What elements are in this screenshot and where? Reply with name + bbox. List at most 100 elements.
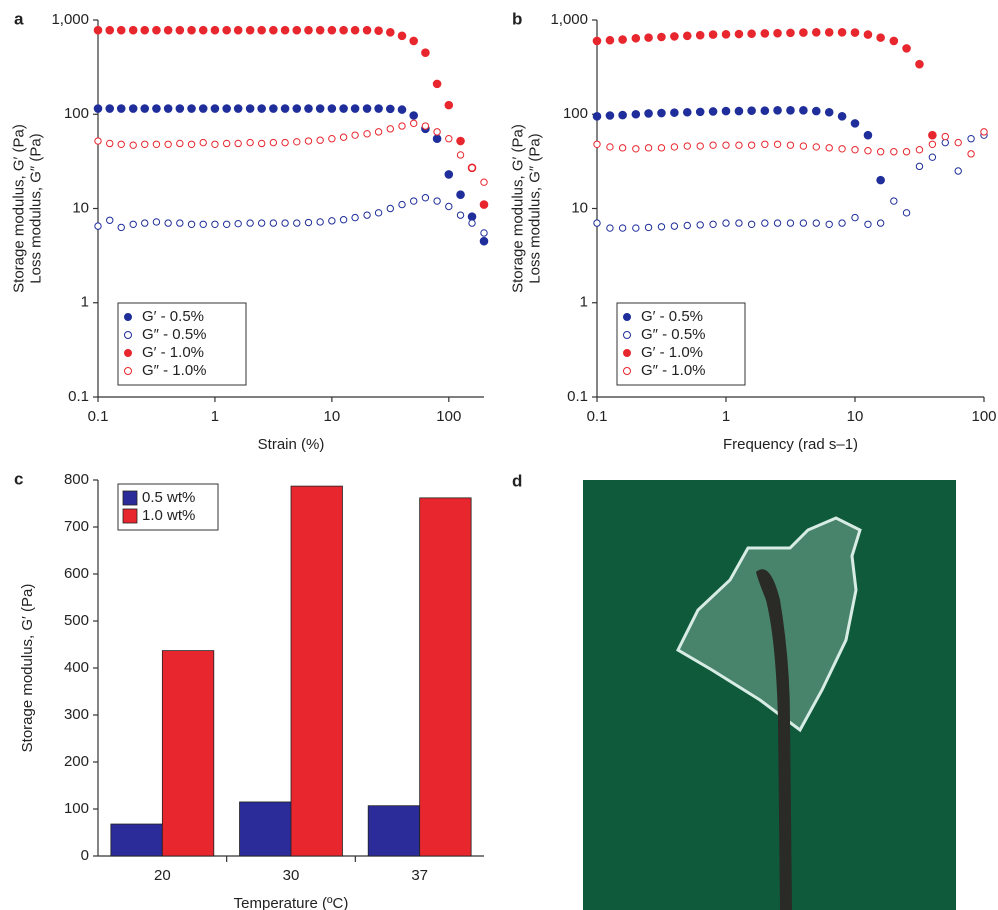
data-point	[187, 220, 196, 228]
legend-label: G′ - 0.5%	[142, 308, 204, 325]
data-point	[593, 140, 601, 148]
data-point	[304, 137, 313, 145]
legend-label: G″ - 1.0%	[142, 362, 207, 379]
data-point	[709, 141, 717, 149]
data-point	[304, 104, 313, 113]
data-point	[234, 139, 242, 148]
data-point	[339, 216, 348, 224]
data-point	[175, 25, 185, 35]
data-point	[644, 109, 653, 118]
x-axis-label: Temperature (ºC)	[234, 895, 349, 910]
legend-box	[117, 302, 247, 386]
data-point	[351, 131, 359, 139]
legend-label: G′ - 0.5%	[641, 308, 703, 325]
data-point	[198, 104, 208, 113]
data-point	[385, 28, 395, 37]
data-point	[339, 25, 348, 35]
data-point	[773, 140, 782, 148]
y-tick-label: 200	[64, 753, 89, 770]
data-point	[811, 28, 821, 37]
data-point	[327, 104, 337, 113]
data-point	[915, 162, 924, 171]
data-point	[432, 134, 442, 144]
data-point	[117, 140, 125, 148]
data-point	[479, 236, 489, 246]
data-point	[851, 146, 859, 154]
data-point	[433, 128, 441, 136]
data-point	[695, 107, 705, 117]
legend-marker	[623, 331, 631, 339]
data-point	[187, 140, 196, 148]
data-point	[864, 220, 872, 228]
data-point	[890, 148, 898, 156]
data-point	[863, 30, 873, 39]
bar	[110, 823, 163, 857]
data-point	[444, 100, 454, 110]
data-point	[269, 25, 278, 35]
data-point	[799, 28, 808, 37]
chart: b 0.1 1 10 100 1,000 Storage modulus, G′ (Pa) L…	[509, 9, 996, 452]
data-point	[328, 135, 336, 143]
legend-marker	[122, 490, 138, 506]
data-point	[721, 106, 731, 116]
data-point	[786, 141, 795, 149]
data-point	[269, 219, 278, 227]
data-point	[670, 32, 679, 41]
bar	[161, 650, 215, 857]
x-tick-label: 0.1	[88, 408, 109, 425]
x-tick-label: 37	[411, 867, 428, 884]
y-tick-label: 100	[64, 105, 89, 122]
data-point	[233, 104, 243, 113]
data-point	[187, 25, 196, 35]
data-point	[152, 104, 161, 113]
data-point	[315, 104, 325, 113]
data-point	[631, 33, 641, 43]
data-point	[618, 144, 627, 152]
data-point	[890, 197, 898, 205]
y-tick-label: 0	[81, 847, 89, 864]
data-point	[747, 220, 756, 228]
data-point	[176, 219, 184, 227]
data-point	[618, 224, 627, 232]
data-point	[116, 25, 126, 35]
y-tick-label: 10	[72, 199, 89, 216]
y-tick-label: 300	[64, 706, 89, 723]
data-point	[269, 104, 278, 113]
data-point	[106, 139, 114, 148]
data-point	[799, 142, 808, 150]
x-axis-label: Strain (%)	[258, 436, 325, 453]
y-tick-label: 700	[64, 518, 89, 535]
data-point	[304, 25, 313, 35]
x-tick-label: 20	[154, 867, 171, 884]
data-point	[941, 138, 949, 147]
data-point	[293, 219, 301, 227]
data-point	[480, 178, 488, 186]
legend-box	[616, 302, 746, 386]
data-point	[954, 138, 962, 147]
data-point	[928, 153, 937, 161]
data-point	[967, 150, 975, 158]
data-point	[606, 224, 614, 232]
data-point	[773, 106, 782, 115]
photo-panel: d	[512, 471, 956, 910]
y-tick-label: 1	[81, 294, 89, 311]
data-point	[211, 220, 219, 228]
data-point	[246, 138, 254, 147]
panel-label: d	[512, 471, 522, 490]
data-point	[222, 220, 231, 228]
data-point	[592, 112, 602, 121]
chart: a 0.1 1 10 100 1,000 Storage modulus, G′ (Pa) L…	[10, 9, 489, 453]
y-axis-label: Storage modulus, G′ (Pa)	[19, 584, 36, 753]
data-point	[851, 213, 859, 222]
data-point	[456, 190, 465, 200]
data-point	[152, 25, 161, 35]
data-point	[467, 212, 477, 221]
data-point	[140, 25, 150, 35]
data-point	[799, 106, 808, 115]
data-point	[152, 140, 161, 148]
chart: c 0 100 200 300 400 500 600 700 800 Storage modulu…	[14, 469, 484, 910]
data-point	[362, 104, 372, 113]
data-point	[233, 25, 243, 35]
data-point	[316, 218, 324, 226]
